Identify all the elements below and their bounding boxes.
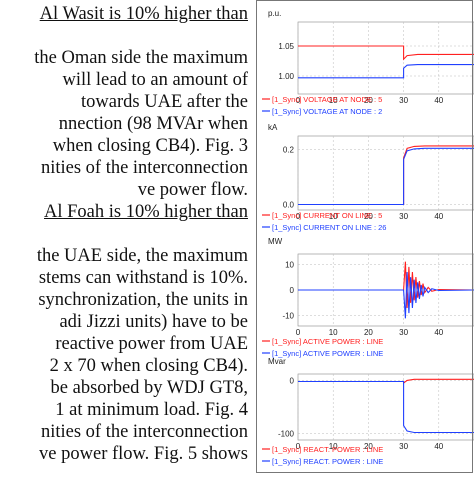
y-tick-label: 1.00	[278, 72, 294, 81]
y-tick-label: 0.0	[283, 201, 295, 210]
y-axis-unit-label: p.u.	[268, 9, 281, 18]
paragraph-line: Al Foah is 10% higher than	[44, 202, 248, 222]
paragraph-line: 1 at minimum load. Fig. 4	[55, 400, 248, 420]
legend-label: [1_Sync] REACT. POWER : LINE	[272, 445, 383, 454]
x-tick-label: 20	[364, 96, 373, 105]
x-tick-label: 20	[364, 212, 373, 221]
x-tick-label: 30	[399, 212, 408, 221]
paragraph-line: Al Wasit is 10% higher than	[39, 4, 248, 24]
legend-label: [1_Sync] ACTIVE POWER : LINE	[272, 349, 383, 358]
x-tick-label: 10	[329, 212, 338, 221]
x-tick-label: 0	[296, 96, 301, 105]
paragraph-line: will lead to an amount of	[62, 70, 248, 90]
paragraph-line: stems can withstand is 10%.	[38, 268, 248, 288]
x-tick-label: 30	[399, 328, 408, 337]
series-line	[298, 261, 474, 309]
y-axis-unit-label: Mvar	[268, 357, 286, 366]
legend-label: [1_Sync] CURRENT ON LINE : 26	[272, 223, 386, 232]
legend-label: [1_Sync] REACT. POWER : LINE	[272, 457, 383, 466]
paragraph-line: ve power flow.	[137, 180, 248, 200]
paragraph-line: reactive power from UAE	[55, 334, 248, 354]
x-tick-label: 40	[434, 212, 443, 221]
series-line	[298, 271, 474, 319]
plot-frame	[297, 21, 474, 95]
series-line	[298, 145, 474, 206]
x-tick-label: 10	[329, 442, 338, 451]
y-tick-label: 10	[285, 260, 294, 269]
paragraph-line: synchronization, the units in	[38, 290, 248, 310]
legend-label: [1_Sync] VOLTAGE AT NODE : 2	[272, 107, 382, 116]
figure-canvas: p.u. 1.00 1.05 0 10 20 30 40 [1_Sync] VOLTAGE AT…	[262, 9, 474, 466]
paragraph-line: the UAE side, the maximum	[36, 246, 248, 266]
paragraph-line: the Oman side the maximum	[34, 48, 248, 68]
x-tick-label: 20	[364, 442, 373, 451]
paragraph-line: towards UAE after the	[81, 92, 248, 112]
legend-label: [1_Sync] VOLTAGE AT NODE : 5	[272, 95, 382, 104]
simulation-figure: p.u. 1.00 1.05 0 10 20 30 40 [1_Sync] VOLTAGE AT…	[256, 0, 474, 474]
series-line	[298, 380, 474, 434]
paragraph-line: when closing CB4). Fig. 3	[52, 136, 248, 156]
y-tick-label: 1.05	[278, 42, 294, 51]
y-tick-label: 0	[290, 286, 295, 295]
x-tick-label: 20	[364, 328, 373, 337]
x-tick-label: 0	[296, 328, 301, 337]
paragraph-line: be absorbed by WDJ GT8,	[50, 378, 248, 398]
x-tick-label: 10	[329, 96, 338, 105]
y-axis-unit-label: kA	[268, 123, 278, 132]
x-tick-label: 30	[399, 96, 408, 105]
paragraph-line: 2 x 70 when closing CB4).	[49, 356, 248, 376]
series-line	[298, 45, 474, 61]
x-tick-label: 10	[329, 328, 338, 337]
x-tick-label: 40	[434, 328, 443, 337]
paragraph-line: nities of the interconnection	[40, 422, 248, 442]
paragraph-line: nnection (98 MVAr when	[58, 114, 248, 134]
y-tick-label: 0	[290, 376, 295, 385]
series-line	[298, 147, 474, 206]
series-line	[298, 64, 474, 79]
paragraph-line: adi Jizzi units) have to be	[59, 312, 248, 332]
x-tick-label: 30	[399, 442, 408, 451]
y-axis-unit-label: MW	[268, 237, 283, 246]
x-tick-label: 0	[296, 442, 301, 451]
paper-text-column: Al Wasit is 10% higher than the Oman side…	[34, 4, 248, 464]
y-tick-label: -100	[278, 430, 295, 439]
paragraph-line: nities of the interconnection	[40, 158, 248, 178]
plot-frame	[297, 373, 474, 441]
legend-label: [1_Sync] ACTIVE POWER : LINE	[272, 337, 383, 346]
y-tick-label: 0.2	[283, 146, 295, 155]
paragraph-line: ve power flow. Fig. 5 shows	[39, 444, 248, 464]
y-tick-label: -10	[282, 312, 294, 321]
x-tick-label: 40	[434, 96, 443, 105]
x-tick-label: 0	[296, 212, 301, 221]
legend-label: [1_Sync] CURRENT ON LINE : 5	[272, 211, 382, 220]
x-tick-label: 40	[434, 442, 443, 451]
plot-frame	[297, 135, 474, 211]
